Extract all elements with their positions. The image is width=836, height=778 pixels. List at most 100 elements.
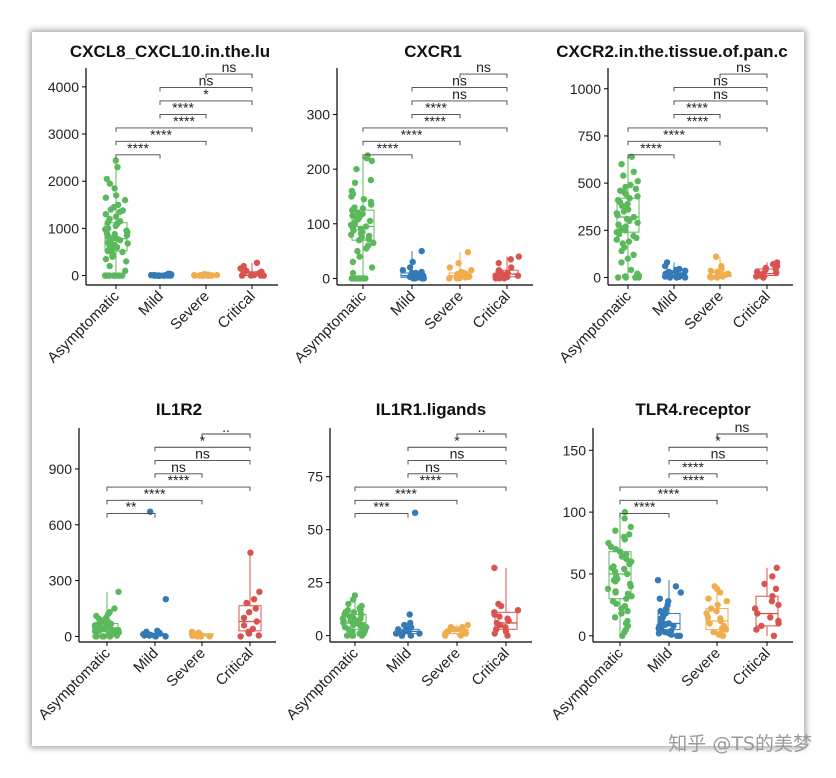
data-point xyxy=(367,176,375,184)
data-point xyxy=(113,244,121,251)
significance-label: ns xyxy=(452,86,467,102)
data-point xyxy=(462,630,470,637)
data-point xyxy=(505,617,512,624)
data-point xyxy=(619,632,626,639)
data-point xyxy=(343,632,351,639)
data-point xyxy=(767,614,774,621)
comparison-bracket xyxy=(115,154,161,159)
comparison-bracket xyxy=(106,486,251,492)
comparison-bracket xyxy=(411,100,508,105)
significance-label: ns xyxy=(736,59,751,75)
data-point xyxy=(634,219,641,226)
y-tick-label: 0 xyxy=(315,628,323,644)
data-point xyxy=(712,253,720,260)
comparison-bracket xyxy=(668,460,768,465)
comparison-bracket xyxy=(673,87,768,92)
comparison-bracket xyxy=(354,486,507,492)
data-point xyxy=(713,274,721,281)
data-point xyxy=(359,205,367,212)
comparison-bracket xyxy=(106,513,156,518)
data-point xyxy=(621,565,628,573)
data-point xyxy=(201,270,208,278)
significance-label: **** xyxy=(634,499,656,515)
panel-1: CXCL8_CXCL10.in.the.lu 0 1000 2000 3000 4000 A… xyxy=(44,42,278,366)
data-point xyxy=(457,632,464,639)
comparison-bracket xyxy=(154,460,251,465)
y-tick-label: 25 xyxy=(307,575,323,591)
significance-label: **** xyxy=(682,459,704,475)
data-point xyxy=(122,267,129,274)
data-point xyxy=(719,273,726,280)
data-point xyxy=(91,628,99,635)
panel-3: CXCR2.in.the.tissue.of.pan.c 0 250 500 750 10… xyxy=(556,42,793,366)
significance-label: **** xyxy=(420,472,442,488)
data-point xyxy=(758,622,765,630)
data-point xyxy=(627,583,634,590)
comparison-bracket xyxy=(201,433,251,438)
y-tick-label: 0 xyxy=(71,268,79,284)
panel-title: TLR4.receptor xyxy=(635,400,751,419)
comparison-bracket xyxy=(619,513,670,518)
x-tick-label: Mild xyxy=(644,645,675,676)
comparison-bracket xyxy=(668,473,718,478)
data-point xyxy=(411,509,419,516)
data-point xyxy=(116,237,124,244)
data-point xyxy=(368,157,376,165)
data-point xyxy=(612,589,619,596)
comparison-bracket xyxy=(362,127,508,132)
data-point xyxy=(634,193,641,200)
data-point xyxy=(623,570,631,578)
data-point xyxy=(248,271,255,278)
y-tick-label: 0 xyxy=(593,269,601,285)
data-point xyxy=(243,599,250,607)
data-point xyxy=(630,213,637,221)
data-point xyxy=(615,230,623,238)
x-tick-label: Severe xyxy=(418,645,464,691)
data-point xyxy=(681,274,689,281)
data-point xyxy=(713,607,720,615)
comparison-bracket xyxy=(407,446,507,452)
data-point xyxy=(672,266,680,274)
comparison-bracket xyxy=(154,446,251,452)
significance-label: **** xyxy=(424,113,446,129)
data-point xyxy=(468,267,475,274)
data-point xyxy=(102,625,109,633)
data-point xyxy=(213,271,221,279)
significance-label: **** xyxy=(377,140,399,156)
data-point xyxy=(621,515,628,522)
x-tick-label: Mild xyxy=(130,645,161,676)
data-point xyxy=(121,196,129,204)
data-point xyxy=(514,272,522,279)
data-point xyxy=(115,588,122,595)
data-point xyxy=(655,630,663,637)
data-point xyxy=(418,247,425,255)
data-point xyxy=(416,630,423,637)
data-point xyxy=(496,621,504,629)
x-tick-label: Critical xyxy=(729,288,773,332)
data-point xyxy=(165,270,172,277)
y-tick-label: 300 xyxy=(307,106,331,122)
data-point xyxy=(657,607,664,615)
data-point xyxy=(102,255,110,263)
data-point xyxy=(717,617,724,625)
x-tick-label: Severe xyxy=(421,288,467,334)
data-point xyxy=(360,275,368,282)
y-tick-label: 0 xyxy=(64,628,72,644)
data-point xyxy=(751,605,759,612)
data-point xyxy=(616,548,624,555)
y-tick-label: 50 xyxy=(570,566,586,582)
data-point xyxy=(464,249,472,256)
significance-label: **** xyxy=(425,99,447,115)
data-point xyxy=(451,626,458,633)
x-tick-label: Critical xyxy=(212,645,256,689)
data-point xyxy=(349,596,357,603)
data-point xyxy=(368,201,375,208)
significance-label: * xyxy=(200,432,206,448)
data-point xyxy=(618,247,625,255)
data-point xyxy=(206,633,213,640)
panel-4: IL1R2 0 300 600 900 Asymptomatic Mild Severe Cri… xyxy=(35,400,276,723)
data-point xyxy=(162,596,169,603)
data-point xyxy=(111,185,118,192)
data-point xyxy=(358,632,366,639)
data-point xyxy=(111,605,118,612)
